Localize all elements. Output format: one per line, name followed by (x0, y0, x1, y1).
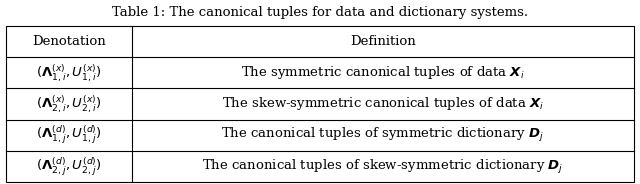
Bar (6, 26, 634, 182)
Text: The skew-symmetric canonical tuples of data $\boldsymbol{X}_i$: The skew-symmetric canonical tuples of d… (221, 95, 544, 112)
Text: $(\mathbf{\Lambda}_{1,j}^{(d)}, U_{1,j}^{(d)})$: $(\mathbf{\Lambda}_{1,j}^{(d)}, U_{1,j}^… (36, 124, 102, 146)
Text: Table 1: The canonical tuples for data and dictionary systems.: Table 1: The canonical tuples for data a… (112, 6, 528, 19)
Text: $(\mathbf{\Lambda}_{2,i}^{(x)}, U_{2,i}^{(x)})$: $(\mathbf{\Lambda}_{2,i}^{(x)}, U_{2,i}^… (36, 93, 102, 115)
Text: Denotation: Denotation (32, 35, 106, 48)
Text: Definition: Definition (350, 35, 415, 48)
Text: The canonical tuples of skew-symmetric dictionary $\boldsymbol{D}_j$: The canonical tuples of skew-symmetric d… (202, 158, 563, 176)
Text: The symmetric canonical tuples of data $\boldsymbol{X}_i$: The symmetric canonical tuples of data $… (241, 64, 525, 81)
Text: $(\mathbf{\Lambda}_{1,i}^{(x)}, U_{1,i}^{(x)})$: $(\mathbf{\Lambda}_{1,i}^{(x)}, U_{1,i}^… (36, 62, 102, 84)
Text: The canonical tuples of symmetric dictionary $\boldsymbol{D}_j$: The canonical tuples of symmetric dictio… (221, 126, 544, 144)
Text: $(\mathbf{\Lambda}_{2,j}^{(d)}, U_{2,j}^{(d)})$: $(\mathbf{\Lambda}_{2,j}^{(d)}, U_{2,j}^… (36, 155, 102, 178)
